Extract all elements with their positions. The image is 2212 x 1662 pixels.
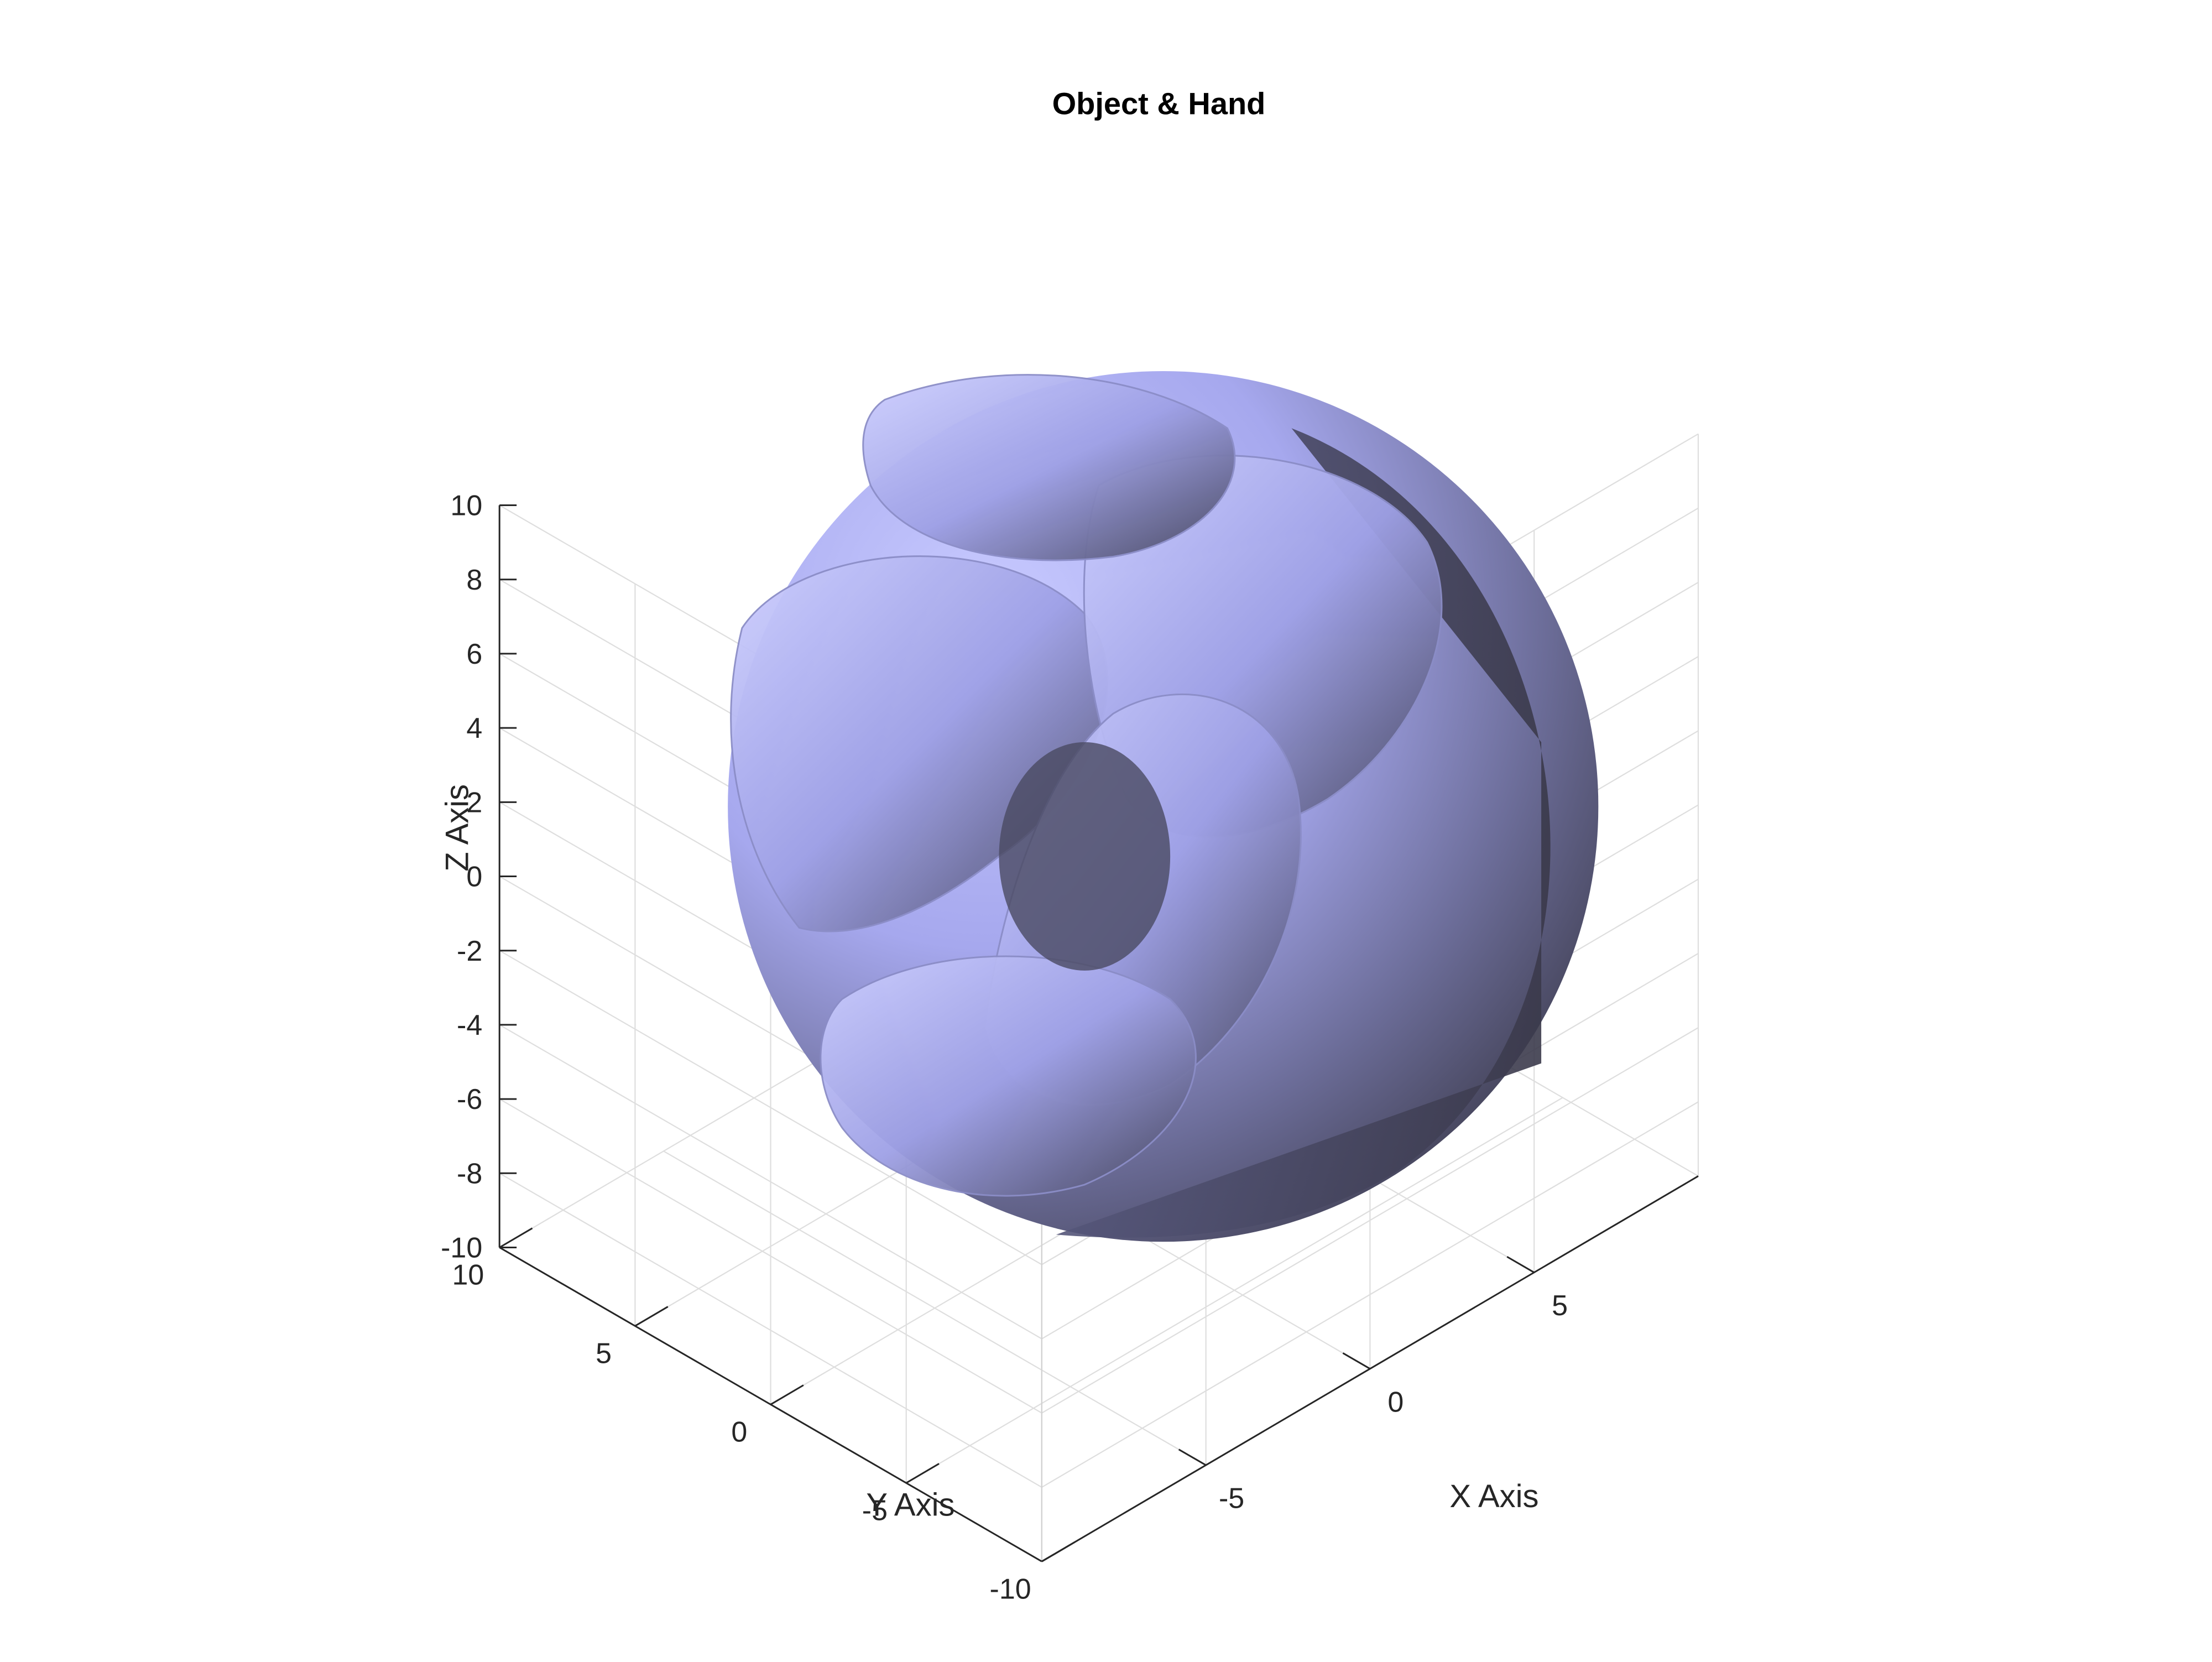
grid-line-z <box>499 950 1042 1265</box>
y-axis-label: Y Axis <box>866 1487 954 1523</box>
y-tick-label: 5 <box>596 1338 612 1370</box>
finger-tip <box>862 374 1236 561</box>
x-tick-label: -5 <box>1219 1482 1244 1514</box>
z-tick-label: -4 <box>457 1009 482 1041</box>
axes: -10 -5 0 5 10 -5 0 5 -10 -8 -6 -4 -2 0 2 4 6 8 10 <box>441 490 1699 1605</box>
z-tick-label: -2 <box>457 935 482 967</box>
z-tick-label: -6 <box>457 1083 482 1116</box>
x-tick <box>1178 1449 1207 1466</box>
z-tick-label: 8 <box>466 564 482 596</box>
x-tick <box>1342 1352 1371 1370</box>
z-tick-label: 4 <box>466 712 482 744</box>
grid-line-z <box>499 1098 1042 1414</box>
y-tick <box>770 1384 804 1405</box>
x-tick <box>1506 1255 1535 1273</box>
y-tick-label: -5 <box>862 1494 888 1526</box>
y-tick <box>905 1463 940 1484</box>
grid-line-y <box>906 1097 1563 1484</box>
z-tick-label: 10 <box>450 490 482 522</box>
grid-line-z <box>1041 1027 1699 1414</box>
y-tick <box>1041 1541 1075 1562</box>
z-tick-label: 6 <box>466 638 482 670</box>
x-tick-label: 0 <box>1387 1386 1404 1418</box>
z-tick-label: -8 <box>457 1158 482 1190</box>
y-tick <box>634 1306 669 1327</box>
grid-line-z <box>499 1024 1042 1340</box>
z-tick-label: -10 <box>441 1232 482 1264</box>
y-tick-label: 0 <box>731 1416 747 1448</box>
z-tick-label: 2 <box>466 786 482 819</box>
axis-labels: Object & Hand X Axis Y Axis Z Axis <box>439 86 1538 1523</box>
finger-thumb <box>820 955 1197 1197</box>
palm-cavity <box>999 742 1171 971</box>
grid-line-z <box>499 1173 1042 1488</box>
y-tick <box>499 1227 533 1248</box>
x-axis-line <box>1041 1175 1699 1562</box>
grid-line-z <box>1041 1101 1699 1488</box>
object-and-hand-surface <box>728 371 1599 1242</box>
z-tick-label: 0 <box>466 861 482 893</box>
x-tick-label: 5 <box>1552 1290 1568 1322</box>
y-axis-line <box>499 1247 1042 1562</box>
x-axis-label: X Axis <box>1449 1478 1538 1514</box>
chart-title: Object & Hand <box>1052 86 1266 121</box>
y-tick-label: -10 <box>990 1573 1031 1605</box>
y-tick-label: 10 <box>452 1259 484 1291</box>
z-axis-label: Z Axis <box>439 784 475 872</box>
